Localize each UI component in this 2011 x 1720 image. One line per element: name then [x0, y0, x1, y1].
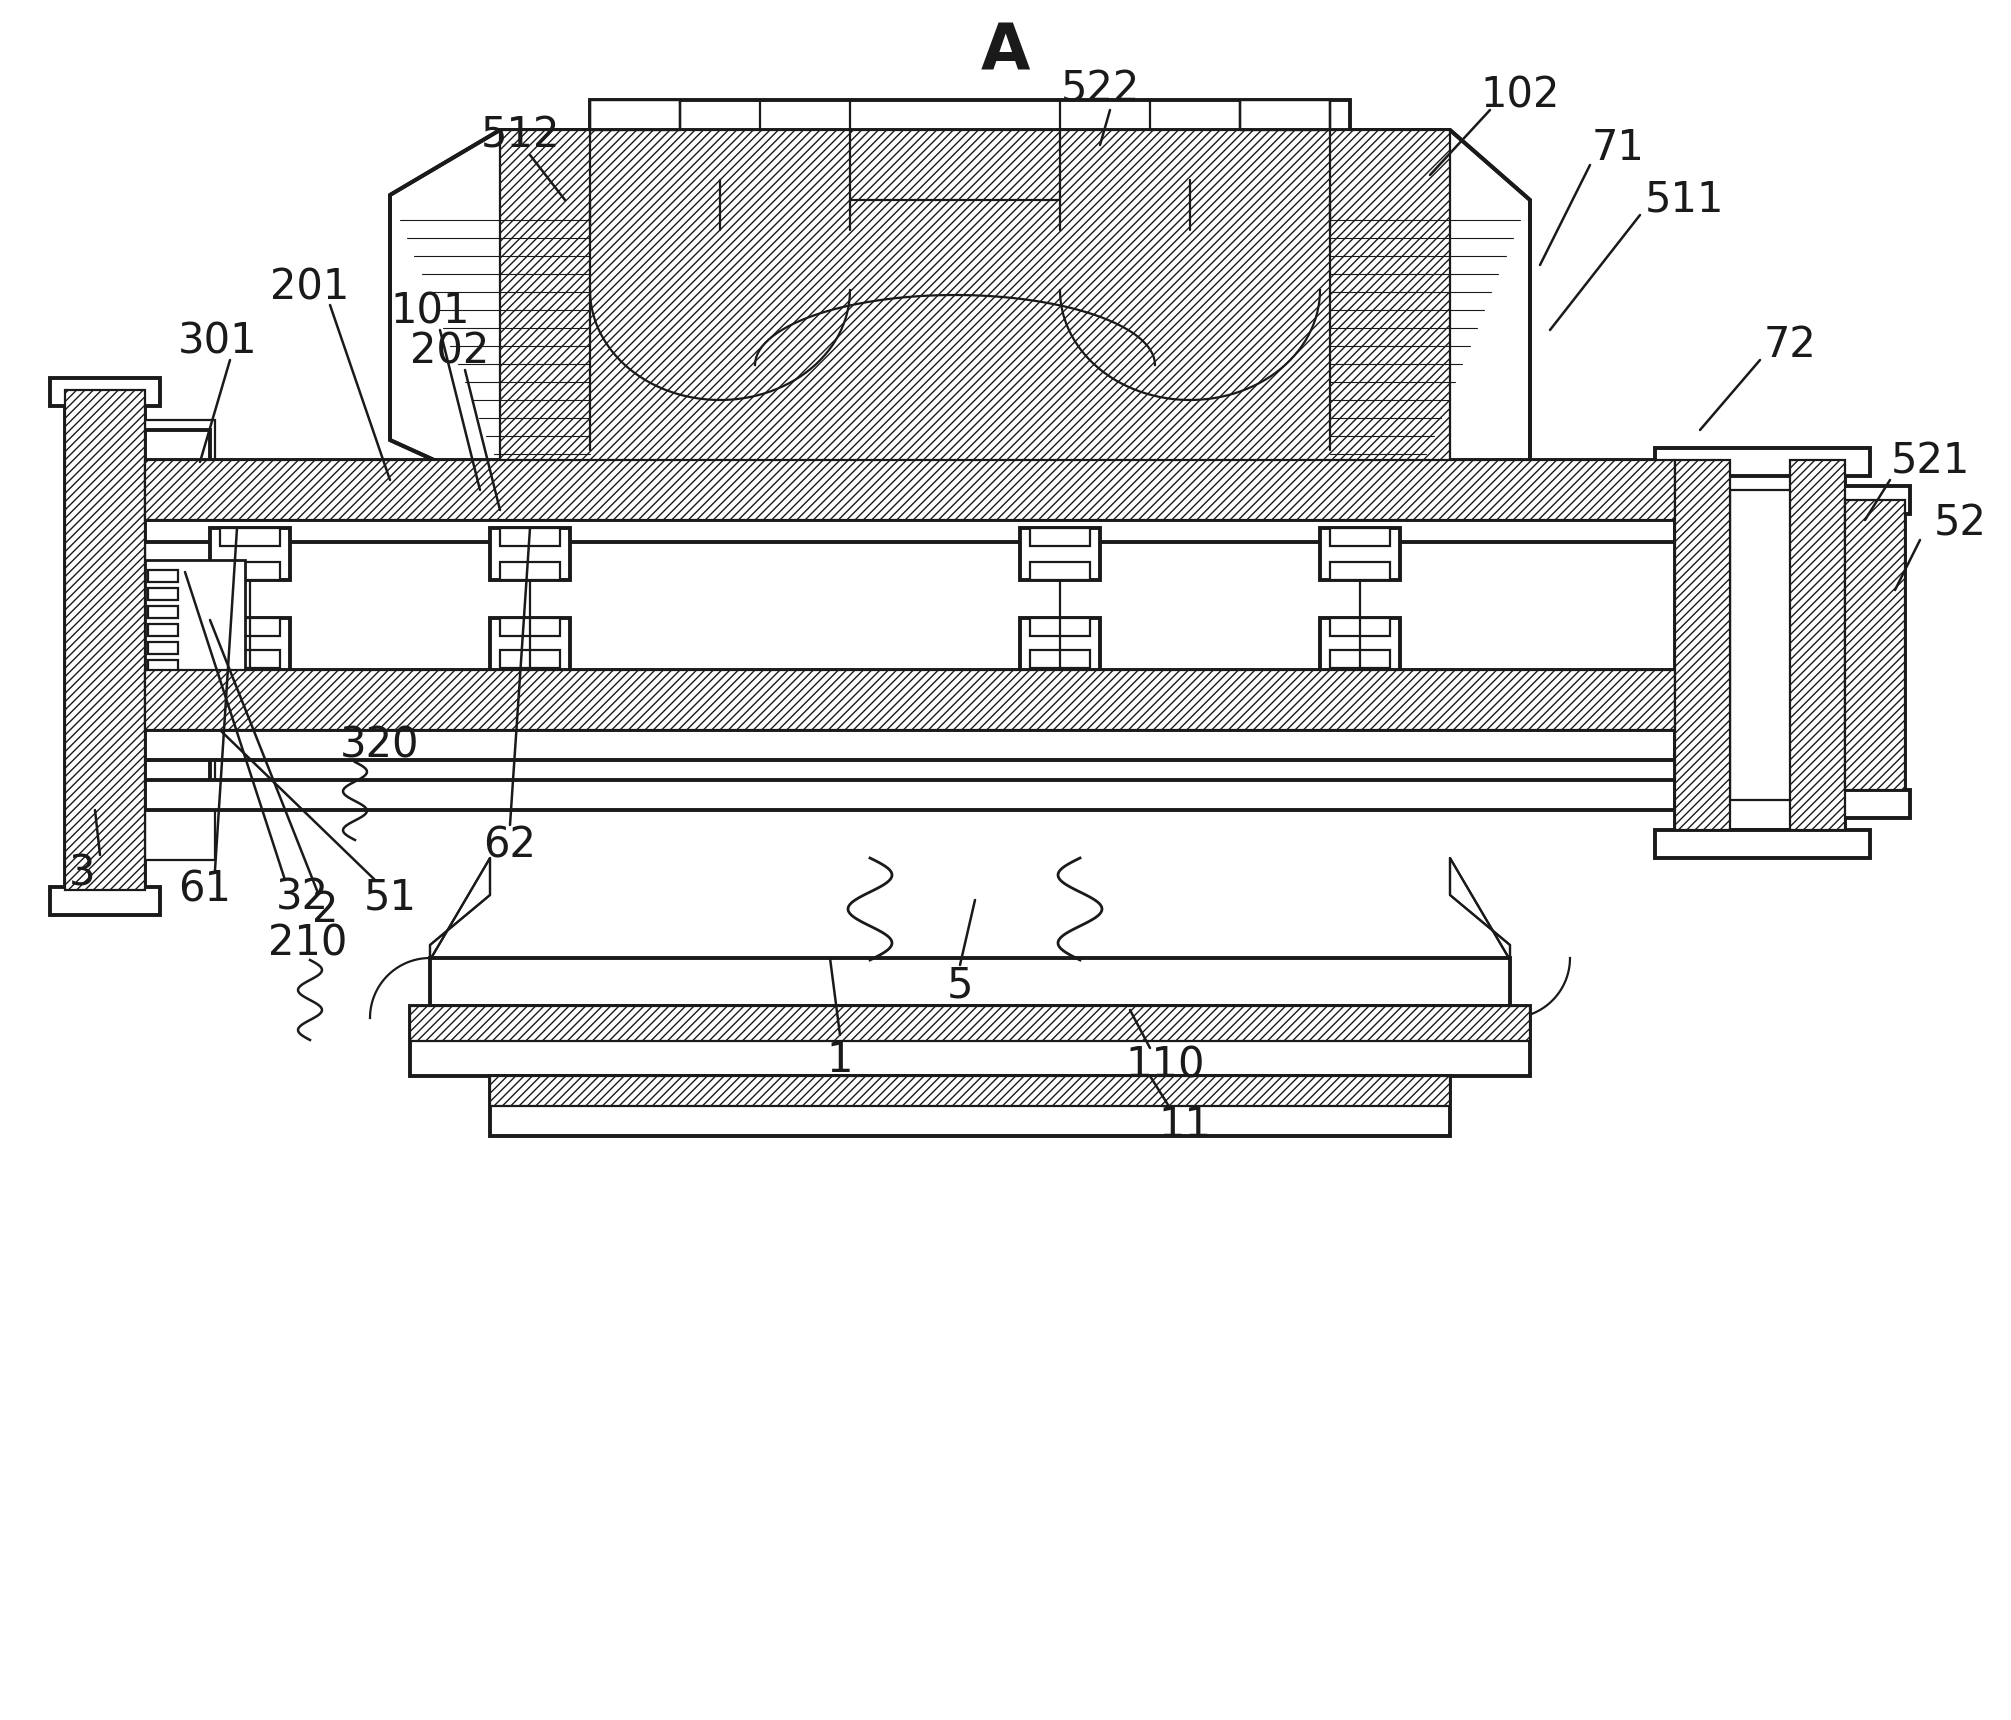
Text: 320: 320 — [340, 724, 420, 765]
Bar — [1030, 617, 1090, 636]
Bar — [501, 131, 1450, 490]
Bar — [1020, 617, 1100, 671]
Bar — [501, 562, 559, 580]
Text: 32: 32 — [276, 875, 328, 918]
Bar — [219, 617, 280, 636]
Bar — [145, 420, 215, 860]
Bar — [491, 1077, 1450, 1106]
Bar — [491, 617, 569, 671]
Text: 3: 3 — [68, 851, 95, 894]
Bar — [145, 729, 209, 789]
Bar — [1030, 562, 1090, 580]
Bar — [209, 617, 290, 671]
Text: 201: 201 — [269, 267, 350, 310]
Text: 72: 72 — [1764, 323, 1816, 366]
Bar — [1840, 789, 1910, 819]
Bar — [1329, 650, 1390, 667]
Text: 62: 62 — [483, 824, 537, 865]
Bar — [1675, 459, 1729, 831]
Text: 202: 202 — [410, 330, 489, 373]
Bar — [145, 779, 1675, 810]
Text: 5: 5 — [947, 963, 973, 1006]
Bar — [1030, 528, 1090, 545]
Bar — [145, 671, 1675, 729]
Bar — [219, 650, 280, 667]
Polygon shape — [390, 131, 1530, 490]
Bar — [209, 528, 290, 580]
Text: 511: 511 — [1645, 179, 1725, 220]
Bar — [145, 459, 1675, 519]
Bar — [149, 605, 179, 617]
Text: 110: 110 — [1126, 1044, 1205, 1085]
Bar — [219, 562, 280, 580]
Text: 210: 210 — [267, 922, 348, 963]
Polygon shape — [1241, 100, 1329, 131]
Text: 1: 1 — [827, 1039, 853, 1080]
Bar — [1329, 562, 1390, 580]
Bar — [1675, 459, 1844, 831]
Bar — [1030, 650, 1090, 667]
Bar — [50, 378, 161, 406]
Text: 101: 101 — [390, 291, 471, 334]
Bar — [1319, 528, 1400, 580]
Bar — [491, 1077, 1450, 1135]
Polygon shape — [589, 100, 680, 131]
Polygon shape — [430, 858, 491, 960]
Bar — [1729, 490, 1816, 800]
Bar — [64, 390, 145, 889]
Polygon shape — [1450, 858, 1510, 960]
Bar — [145, 729, 1675, 760]
Bar — [1840, 487, 1910, 514]
Text: 71: 71 — [1591, 127, 1645, 169]
Bar — [589, 100, 1349, 230]
Bar — [430, 958, 1510, 1006]
Bar — [501, 528, 559, 545]
Bar — [149, 660, 179, 673]
Bar — [145, 519, 1675, 542]
Text: 2: 2 — [312, 889, 338, 931]
Bar — [64, 390, 145, 889]
Bar — [219, 528, 280, 545]
Text: 521: 521 — [1890, 440, 1969, 483]
Bar — [1655, 831, 1870, 858]
Bar — [145, 430, 209, 490]
Bar — [1319, 617, 1400, 671]
Text: A: A — [979, 21, 1030, 83]
Bar — [1790, 459, 1844, 831]
Text: 301: 301 — [179, 322, 257, 363]
Text: 51: 51 — [364, 875, 416, 918]
Bar — [1844, 501, 1904, 789]
Bar — [491, 528, 569, 580]
Bar — [1020, 528, 1100, 580]
Text: 11: 11 — [1158, 1104, 1211, 1146]
Bar — [1844, 501, 1904, 789]
Bar — [410, 1006, 1530, 1077]
Bar — [145, 459, 1675, 519]
Bar — [501, 617, 559, 636]
Bar — [50, 888, 161, 915]
Bar — [1655, 447, 1870, 476]
Text: 61: 61 — [179, 869, 231, 912]
Bar — [1329, 528, 1390, 545]
Text: 512: 512 — [481, 114, 559, 157]
Bar — [149, 624, 179, 636]
Bar — [145, 671, 1675, 729]
Bar — [149, 588, 179, 600]
Bar — [149, 642, 179, 654]
Bar — [1329, 617, 1390, 636]
Bar — [501, 650, 559, 667]
Text: 52: 52 — [1933, 502, 1987, 545]
Bar — [410, 1006, 1530, 1041]
Bar — [145, 561, 245, 671]
Bar — [149, 569, 179, 581]
Text: 102: 102 — [1480, 74, 1561, 115]
Text: 522: 522 — [1060, 69, 1140, 112]
